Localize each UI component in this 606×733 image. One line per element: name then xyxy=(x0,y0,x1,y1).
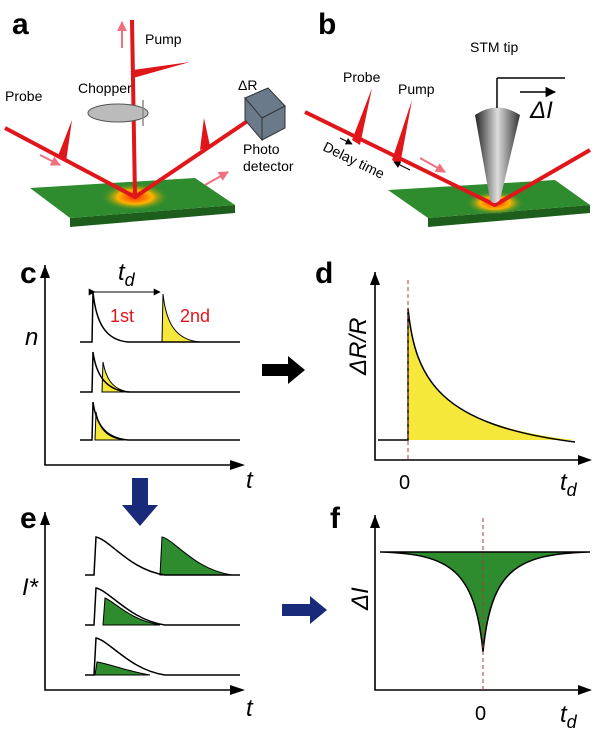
panel-c: c td 1st 2nd n t xyxy=(20,257,305,494)
y-label: ΔI xyxy=(347,587,374,611)
label: Pump xyxy=(398,81,435,97)
arrow xyxy=(205,172,228,185)
panel-a: a Pump Probe Chopper ΔR Photo detector xyxy=(5,8,294,227)
dip xyxy=(380,552,590,652)
panel-label: e xyxy=(20,502,37,535)
probe-pulse xyxy=(58,120,72,162)
reflected-pulse xyxy=(200,118,210,150)
label: Probe xyxy=(5,88,43,104)
arrow xyxy=(122,478,158,526)
x-tick: 0 xyxy=(475,703,486,725)
axes xyxy=(45,512,242,690)
axes xyxy=(45,265,242,465)
arrow xyxy=(262,356,305,384)
panel-label: a xyxy=(12,8,29,41)
label: Delay time xyxy=(321,138,388,181)
label: Chopper xyxy=(78,80,132,96)
x-label: td xyxy=(560,469,578,500)
pump-pulse xyxy=(392,100,412,165)
label: Pump xyxy=(145,31,182,47)
panel-e: e I* t xyxy=(20,478,327,722)
label: detector xyxy=(243,158,294,174)
label: Probe xyxy=(343,69,381,85)
x-label: td xyxy=(560,701,578,732)
panel-label: b xyxy=(318,8,336,41)
label: 1st xyxy=(110,306,134,326)
y-label: I* xyxy=(22,574,39,601)
y-label: n xyxy=(25,324,38,351)
panel-label: d xyxy=(315,257,333,290)
y-label: ΔR/R xyxy=(345,318,372,376)
pulse-2nd xyxy=(160,537,232,575)
arrow xyxy=(340,138,352,144)
x-tick: 0 xyxy=(399,472,410,494)
pump-pulse xyxy=(133,62,190,78)
panel-b: b STM tip ΔI Probe Pump Delay time xyxy=(305,8,590,227)
sub: d xyxy=(567,712,578,732)
chopper xyxy=(88,104,148,122)
pulse-2nd xyxy=(102,362,130,392)
label: ΔI xyxy=(529,97,553,124)
arrow xyxy=(282,596,327,624)
sub: d xyxy=(567,480,578,500)
label: 2nd xyxy=(180,306,210,326)
x-label: t xyxy=(246,695,254,722)
probe-pulse xyxy=(352,88,372,145)
td-label: td xyxy=(118,259,136,290)
x-label: t xyxy=(246,467,254,494)
panel-label: f xyxy=(330,502,341,535)
detector xyxy=(245,88,285,140)
panel-label: c xyxy=(20,257,37,290)
sub: d xyxy=(125,270,136,290)
area xyxy=(408,308,575,440)
panel-d: d ΔR/R 0 td xyxy=(315,257,592,500)
trace xyxy=(80,292,240,342)
label: Photo xyxy=(243,141,280,157)
figure: a Pump Probe Chopper ΔR Photo detector b… xyxy=(0,0,606,733)
panel-f: f ΔI 0 td xyxy=(330,502,592,732)
pulse-2nd xyxy=(95,412,125,440)
label: STM tip xyxy=(470,39,518,55)
label: ΔR xyxy=(238,77,257,93)
